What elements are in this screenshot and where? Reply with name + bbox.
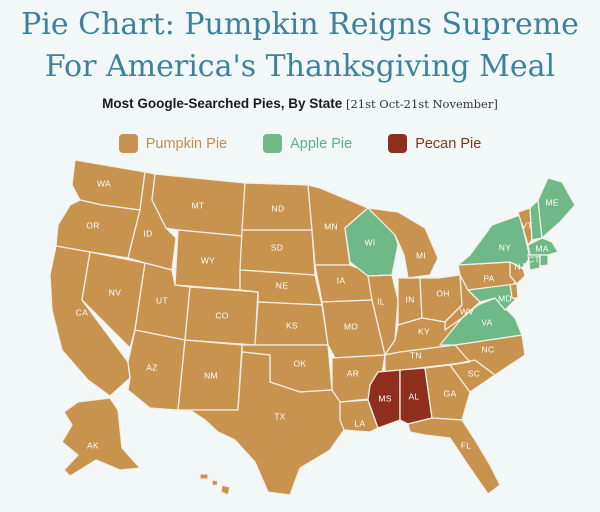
state-label-nj: NJ <box>515 261 526 271</box>
title-line-1: Pie Chart: Pumpkin Reigns Supreme <box>21 7 579 42</box>
state-label-nc: NC <box>482 344 495 354</box>
state-mi <box>367 207 439 279</box>
state-label-mo: MO <box>344 321 358 331</box>
state-label-nd: ND <box>272 203 285 213</box>
state-label-ia: IA <box>337 275 346 285</box>
legend-label-pumpkin: Pumpkin Pie <box>145 135 228 152</box>
state-label-la: LA <box>355 418 366 428</box>
state-ak <box>61 397 141 477</box>
state-label-nv: NV <box>109 287 121 297</box>
state-ny <box>457 214 531 269</box>
state-fl <box>407 417 501 495</box>
state-ct <box>527 254 541 271</box>
state-label-hi: HI <box>210 482 219 492</box>
state-me <box>537 177 576 239</box>
pumpkin-swatch <box>118 134 138 153</box>
state-label-ca: CA <box>76 307 88 317</box>
state-label-ny: NY <box>499 242 511 252</box>
state-label-sc: SC <box>468 368 480 378</box>
legend-item-pecan: Pecan Pie <box>388 134 481 153</box>
state-label-mn: MN <box>324 221 338 231</box>
state-label-me: ME <box>545 197 558 207</box>
state-label-mt: MT <box>192 200 205 210</box>
state-label-ar: AR <box>347 368 359 378</box>
state-label-sd: SD <box>271 242 283 252</box>
state-label-wv: WV <box>460 306 474 316</box>
state-label-fl: FL <box>461 440 472 450</box>
state-label-al: AL <box>409 391 420 401</box>
state-tx <box>189 351 345 496</box>
state-label-md: MD <box>498 293 512 303</box>
us-map: WA OR CA NV ID MT WY UT AZ CO NM ND SD NE KS OK TX MN IA MO… <box>49 160 576 496</box>
chart-title: Pie Chart: Pumpkin Reigns Supreme For Am… <box>0 4 600 88</box>
date-range: [21st Oct-21st November] <box>346 97 498 111</box>
state-label-wi: WI <box>365 237 376 247</box>
state-nc <box>449 334 526 376</box>
state-label-ms: MS <box>378 393 391 403</box>
legend-label-apple: Apple Pie <box>290 135 353 152</box>
state-ri <box>539 254 549 267</box>
subtitle: Most Google-Searched Pies, By State [21s… <box>0 96 600 111</box>
state-label-in: IN <box>405 294 414 304</box>
state-labels: WA OR CA NV ID MT WY UT AZ CO NM ND SD NE KS OK TX MN IA MO… <box>76 178 559 492</box>
state-sd <box>239 229 316 276</box>
legend-item-apple: Apple Pie <box>263 134 352 153</box>
state-label-tx: TX <box>274 411 285 421</box>
legend-item-pumpkin: Pumpkin Pie <box>118 134 228 153</box>
state-label-or: OR <box>86 220 99 230</box>
state-label-ne: NE <box>276 280 288 290</box>
title-line-2: For America's Thanksgiving Meal <box>44 49 556 84</box>
pecan-swatch <box>388 134 408 153</box>
state-label-ct: CT <box>528 254 540 264</box>
state-label-az: AZ <box>146 362 157 372</box>
state-label-tn: TN <box>410 350 422 360</box>
state-label-ks: KS <box>286 320 298 330</box>
state-label-vt: VT <box>521 220 532 230</box>
state-label-ok: OK <box>294 358 307 368</box>
state-label-co: CO <box>215 310 228 320</box>
state-label-nm: NM <box>204 370 218 380</box>
state-label-va: VA <box>481 317 492 327</box>
state-label-ga: GA <box>444 388 457 398</box>
state-label-mi: MI <box>416 250 426 260</box>
state-ga <box>424 364 471 421</box>
state-label-ma: MA <box>535 243 548 253</box>
state-label-oh: OH <box>436 288 449 298</box>
state-label-il: IL <box>377 296 385 306</box>
state-label-id: ID <box>143 228 152 238</box>
apple-swatch <box>263 134 283 153</box>
subtitle-main: Most Google-Searched Pies, By State <box>102 96 343 111</box>
state-label-ak: AK <box>87 440 99 450</box>
state-label-ky: KY <box>418 326 430 336</box>
state-label-wa: WA <box>97 178 111 188</box>
state-label-ut: UT <box>156 295 168 305</box>
state-label-pa: PA <box>483 273 494 283</box>
state-label-wy: WY <box>201 255 215 265</box>
state-hi <box>199 473 231 496</box>
legend: Pumpkin Pie Apple Pie Pecan Pie <box>0 134 600 153</box>
legend-label-pecan: Pecan Pie <box>415 135 482 152</box>
